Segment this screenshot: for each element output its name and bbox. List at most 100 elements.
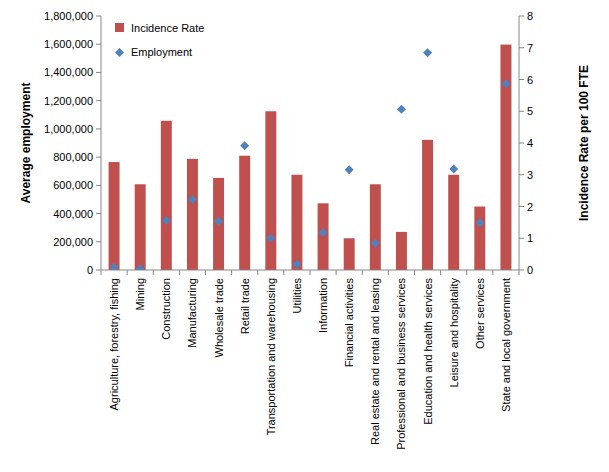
category-tick <box>101 270 102 275</box>
tick <box>519 174 524 175</box>
tick-label: 7 <box>527 42 533 54</box>
category-tick <box>179 270 180 275</box>
bar <box>318 203 329 270</box>
marker <box>319 228 328 237</box>
category-tick <box>205 270 206 275</box>
marker <box>266 234 275 243</box>
category-label: Information <box>317 278 329 333</box>
category-tick <box>310 270 311 275</box>
tick-label: 3 <box>527 169 533 181</box>
marker <box>292 260 301 269</box>
category-tick <box>388 270 389 275</box>
marker <box>214 217 223 226</box>
bar <box>422 140 433 270</box>
tick <box>519 206 524 207</box>
tick-label: 8 <box>527 10 533 22</box>
tick-label: 1,400,000 <box>44 66 93 78</box>
category-label: State and local government <box>500 278 512 412</box>
tick <box>96 72 101 73</box>
tick-label: 200,000 <box>53 236 93 248</box>
tick-label: 0 <box>87 264 93 276</box>
tick <box>96 16 101 17</box>
category-tick <box>440 270 441 275</box>
tick <box>96 128 101 129</box>
tick-label: 1,600,000 <box>44 38 93 50</box>
legend-label: Incidence Rate <box>131 22 204 34</box>
category-tick <box>519 270 520 275</box>
tick <box>519 47 524 48</box>
bar <box>291 175 302 270</box>
category-tick <box>283 270 284 275</box>
legend-swatch <box>115 48 124 57</box>
category-tick <box>466 270 467 275</box>
tick-label: 5 <box>527 105 533 117</box>
tick <box>96 44 101 45</box>
axis-title: Average employment <box>19 83 33 204</box>
category-tick <box>257 270 258 275</box>
legend-label: Employment <box>131 46 192 58</box>
category-label: Other services <box>474 278 486 349</box>
category-tick <box>414 270 415 275</box>
tick <box>519 111 524 112</box>
bar <box>344 238 355 270</box>
bar <box>161 121 172 270</box>
marker <box>136 264 145 270</box>
tick <box>96 100 101 101</box>
tick <box>519 16 524 17</box>
bar <box>396 232 407 270</box>
tick-label: 0 <box>527 264 533 276</box>
chart: 0200,000400,000600,000800,0001,000,0001,… <box>0 0 609 472</box>
legend-swatch <box>115 23 124 32</box>
category-label: Mining <box>134 278 146 310</box>
category-label: Professional and business services <box>395 278 407 450</box>
category-tick <box>153 270 154 275</box>
tick <box>519 143 524 144</box>
tick-label: 1,000,000 <box>44 123 93 135</box>
category-tick <box>492 270 493 275</box>
category-label: Education and health services <box>422 278 434 425</box>
marker <box>475 218 484 227</box>
bar <box>370 184 381 270</box>
tick-label: 6 <box>527 74 533 86</box>
tick-label: 2 <box>527 201 533 213</box>
y-axis <box>101 16 102 270</box>
category-tick <box>336 270 337 275</box>
category-label: Financial activities <box>343 278 355 368</box>
marker <box>449 165 458 174</box>
bar <box>448 175 459 270</box>
tick-label: 1 <box>527 232 533 244</box>
bar <box>213 178 224 270</box>
category-label: Wholesale trade <box>213 278 225 358</box>
tick-label: 600,000 <box>53 179 93 191</box>
category-tick <box>362 270 363 275</box>
axis-title: Incidence Rate per 100 FTE <box>577 65 591 221</box>
bar <box>474 207 485 271</box>
tick <box>519 79 524 80</box>
bar <box>265 111 276 270</box>
marker <box>240 141 249 150</box>
tick <box>519 238 524 239</box>
category-label: Transportation and warehousing <box>265 278 277 435</box>
category-label: Real estate and rental and leasing <box>369 278 381 445</box>
category-label: Construction <box>160 278 172 340</box>
bar <box>135 184 146 270</box>
tick <box>96 185 101 186</box>
labels: 0200,000400,000600,000800,0001,000,0001,… <box>19 10 591 450</box>
category-label: Retail trade <box>239 278 251 334</box>
category-label: Leisure and hospitality <box>448 278 460 388</box>
tick <box>96 157 101 158</box>
tick <box>519 270 524 271</box>
legend: Incidence Rate Employment <box>115 22 204 58</box>
tick-label: 1,200,000 <box>44 95 93 107</box>
category-tick <box>127 270 128 275</box>
tick-label: 4 <box>527 137 533 149</box>
tick-label: 1,800,000 <box>44 10 93 22</box>
tick <box>96 213 101 214</box>
marker <box>397 105 406 114</box>
plot-area <box>109 45 512 270</box>
tick <box>96 241 101 242</box>
bar <box>187 159 198 270</box>
marker <box>345 165 354 174</box>
category-label: Utilities <box>291 278 303 314</box>
bar <box>239 156 250 270</box>
